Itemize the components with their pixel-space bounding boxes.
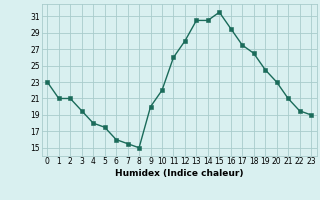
X-axis label: Humidex (Indice chaleur): Humidex (Indice chaleur) [115, 169, 244, 178]
